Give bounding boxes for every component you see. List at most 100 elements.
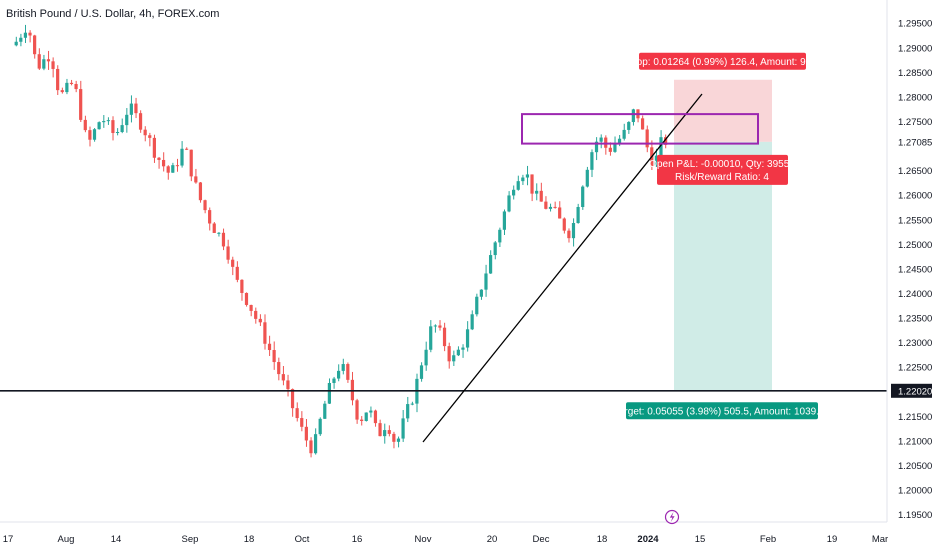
- time-axis[interactable]: 17 Aug 14 Sep 18 Oct 16 Nov 20 Dec 18 2024 15 Feb 19 Ma…: [3, 534, 888, 545]
- candle: [364, 412, 368, 422]
- stop-label[interactable]: Stop: 0.01264 (0.99%) 126.4, Amount: 990: [627, 52, 817, 70]
- candle: [438, 320, 442, 331]
- price-tick-label: 1.23500: [898, 314, 932, 325]
- candle: [525, 165, 530, 186]
- candle: [631, 108, 635, 126]
- price-tick-label: 1.19500: [898, 510, 932, 521]
- candle: [92, 128, 97, 142]
- candle: [19, 33, 23, 47]
- candle: [378, 419, 382, 437]
- candle: [120, 118, 124, 134]
- stop-loss-zone[interactable]: [674, 79, 772, 142]
- price-tick-label: 1.20500: [898, 461, 932, 472]
- candle: [470, 310, 474, 331]
- candle: [244, 292, 249, 307]
- time-tick-label: 17: [3, 534, 14, 545]
- candle: [613, 136, 617, 153]
- candle: [208, 207, 212, 231]
- candle: [401, 410, 405, 442]
- candle: [37, 48, 41, 71]
- time-tick-label: 15: [695, 534, 706, 545]
- candle: [585, 166, 589, 188]
- candle: [300, 411, 304, 432]
- resistance-box[interactable]: [521, 113, 759, 145]
- time-tick-label: Feb: [760, 534, 776, 545]
- candle: [475, 293, 479, 317]
- lightning-icon[interactable]: [664, 509, 680, 525]
- candle: [355, 398, 359, 424]
- candle: [410, 401, 414, 406]
- price-tick-label: 1.24500: [898, 264, 932, 275]
- candle: [74, 80, 78, 93]
- candle: [369, 406, 373, 418]
- candle: [571, 218, 576, 247]
- price-tick-label: 1.22500: [898, 363, 932, 374]
- time-tick-label: 16: [352, 534, 363, 545]
- candle: [69, 79, 74, 86]
- trendline[interactable]: [422, 93, 703, 443]
- candle: [157, 156, 161, 169]
- price-tick-label: 1.26500: [898, 166, 932, 177]
- candle: [663, 134, 668, 149]
- candle: [424, 341, 428, 371]
- candle: [530, 174, 534, 202]
- candle: [290, 388, 295, 417]
- candle: [433, 324, 437, 333]
- candle: [166, 165, 170, 180]
- candle: [65, 78, 69, 95]
- candle: [226, 239, 230, 264]
- time-tick-label: 2024: [637, 534, 659, 545]
- time-tick-label: Nov: [415, 534, 432, 545]
- target-label[interactable]: Target: 0.05055 (3.98%) 505.5, Amount: 1…: [614, 402, 831, 420]
- price-tick-label: 1.29000: [898, 43, 932, 54]
- candle: [442, 322, 447, 352]
- candle: [272, 341, 276, 370]
- candle: [83, 115, 87, 133]
- candle: [180, 141, 184, 168]
- candle: [535, 183, 539, 201]
- candle: [309, 437, 313, 458]
- candle: [171, 162, 175, 173]
- price-tick-label: 1.27500: [898, 117, 932, 128]
- candle: [336, 364, 341, 382]
- candle: [373, 409, 378, 427]
- price-tick-label: 1.29500: [898, 19, 932, 30]
- time-tick-label: Aug: [58, 534, 75, 545]
- overlays: Stop: 0.01264 (0.99%) 126.4, Amount: 990…: [0, 52, 887, 443]
- candle: [452, 350, 456, 366]
- candle: [516, 175, 520, 191]
- candle: [231, 256, 235, 276]
- candle: [23, 24, 28, 43]
- candle: [590, 149, 594, 178]
- entry-label[interactable]: Open P&L: -0.00010, Qty: 39556 Risk/Rewar…: [649, 154, 795, 185]
- candle: [429, 320, 433, 353]
- price-tick-label: 1.24000: [898, 289, 932, 300]
- candle: [553, 201, 557, 209]
- time-tick-label: Sep: [182, 534, 199, 545]
- price-axis[interactable]: 1.29500 1.29000 1.28500 1.28000 1.27500 1.270…: [891, 19, 932, 521]
- candle: [295, 402, 299, 422]
- candle: [240, 279, 244, 301]
- candle: [346, 362, 350, 383]
- candle: [221, 228, 226, 251]
- price-tick-label: 1.23000: [898, 338, 932, 349]
- candle: [461, 344, 465, 358]
- candle: [406, 396, 410, 423]
- candle: [502, 209, 507, 235]
- risk-reward-text: Risk/Reward Ratio: 4: [675, 172, 769, 183]
- candle: [138, 110, 143, 133]
- candle: [189, 149, 193, 182]
- candle: [148, 132, 152, 147]
- candle: [387, 425, 391, 437]
- price-tick-label: 1.21500: [898, 412, 932, 423]
- candle: [281, 366, 285, 386]
- candle: [152, 134, 156, 163]
- candle: [249, 304, 253, 317]
- candle: [548, 203, 553, 212]
- candle: [143, 126, 147, 142]
- price-tick-label: 1.21000: [898, 436, 932, 447]
- candle: [304, 419, 308, 447]
